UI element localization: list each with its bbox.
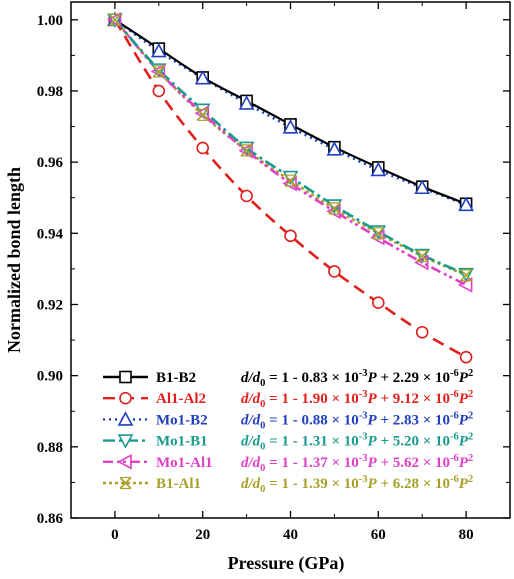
y-tick-label: 0.86 [37, 511, 64, 527]
legend-equation: d/d0 = 1 - 1.37 × 10-3P + 5.62 × 10-6P2 [241, 453, 473, 474]
data-point-al1-al2 [415, 325, 429, 339]
series-line-mo1-al1 [113, 18, 467, 287]
data-point-b1-al1 [328, 202, 341, 215]
data-point-b1-al1 [284, 174, 297, 187]
series-line-al1-al2 [113, 19, 467, 359]
data-point-mo1-b2 [370, 161, 387, 177]
data-point-mo1-b2 [282, 119, 299, 134]
data-point-al1-al2 [284, 229, 297, 243]
data-point-b1-al1 [108, 13, 121, 26]
data-point-mo1-b2 [414, 179, 431, 195]
data-point-mo1-al1 [150, 63, 166, 80]
legend-label: B1-B2 [156, 370, 196, 386]
y-tick-label: 0.96 [37, 155, 64, 171]
y-tick-label: 0.88 [37, 440, 63, 456]
x-tick-label: 80 [459, 527, 474, 543]
data-point-al1-al2 [328, 265, 341, 278]
data-point-mo1-b2 [150, 42, 167, 58]
data-point-b1-al1 [240, 144, 253, 157]
x-tick-label: 40 [283, 527, 298, 543]
data-point-mo1-b2 [326, 141, 343, 156]
legend-label: Mo1-Al1 [156, 455, 213, 471]
data-point-al1-al2 [371, 296, 385, 310]
data-point-al1-al2 [240, 189, 253, 203]
data-point-mo1-al1 [194, 105, 209, 122]
legend-equation: d/d0 = 1 - 0.83 × 10-3P + 2.29 × 10-6P2 [241, 368, 473, 389]
legend-marker-mo1-b1 [117, 434, 134, 449]
legend-equation: d/d0 = 1 - 1.39 × 10-3P + 6.28 × 10-6P2 [241, 474, 473, 495]
legend-equation: d/d0 = 1 - 1.90 × 10-3P + 9.12 × 10-6P2 [241, 389, 473, 410]
legend-marker-b1-b2 [119, 370, 132, 384]
series-line-b1-al1 [113, 18, 467, 277]
legend-equation: d/d0 = 1 - 1.31 × 10-3P + 5.20 × 10-6P2 [241, 432, 473, 453]
y-tick-label: 0.98 [37, 84, 63, 100]
legend-marker-mo1-b2 [117, 411, 134, 426]
x-tick-label: 0 [111, 527, 119, 543]
data-point-mo1-al1 [457, 277, 473, 293]
series-lines [113, 18, 467, 359]
x-tick-label: 60 [371, 527, 386, 543]
x-tick-label: 20 [195, 527, 210, 543]
data-point-al1-al2 [152, 84, 166, 98]
axis-ticks: 0 20 40 60 80 0.86 0.88 0.90 0.92 0.94 0.96 0.98 1.0… [37, 2, 510, 543]
legend-marker-al1-al2 [119, 391, 132, 405]
data-point-al1-al2 [196, 141, 209, 155]
data-point-b1-al1 [416, 249, 429, 263]
legend-label: Al1-Al2 [156, 391, 206, 407]
legend-marker-b1-al1 [119, 476, 132, 490]
data-point-mo1-al1 [238, 142, 253, 159]
data-point-b1-al1 [196, 108, 209, 121]
series-line-mo1-b2 [114, 18, 467, 207]
x-axis-title: Pressure (GPa) [228, 553, 345, 574]
data-point-mo1-b2 [194, 69, 211, 85]
data-point-mo1-al1 [414, 254, 429, 271]
legend: B1-B2 d/d0 = 1 - 0.83 × 10-3P + 2.29 × 10… [103, 368, 473, 495]
y-tick-label: 0.94 [37, 226, 64, 242]
data-point-b1-al1 [372, 227, 385, 240]
data-point-mo1-b2 [238, 95, 255, 110]
data-point-mo1-b2 [458, 196, 474, 212]
data-point-mo1-al1 [106, 11, 122, 28]
y-axis-title: Normalized bond length [4, 167, 24, 353]
y-tick-label: 0.90 [37, 369, 63, 385]
y-tick-label: 0.92 [37, 297, 63, 313]
data-point-b1-al1 [460, 269, 473, 282]
legend-label: Mo1-B2 [156, 412, 208, 428]
legend-marker-mo1-al1 [117, 453, 132, 470]
legend-equation: d/d0 = 1 - 0.88 × 10-3P + 2.83 × 10-6P2 [241, 410, 473, 431]
legend-label: B1-Al1 [156, 476, 201, 492]
data-point-b1-al1 [152, 65, 165, 78]
y-tick-label: 1.00 [37, 13, 63, 29]
data-point-al1-al2 [459, 350, 473, 364]
series-markers [106, 11, 474, 364]
legend-label: Mo1-B1 [156, 434, 208, 450]
